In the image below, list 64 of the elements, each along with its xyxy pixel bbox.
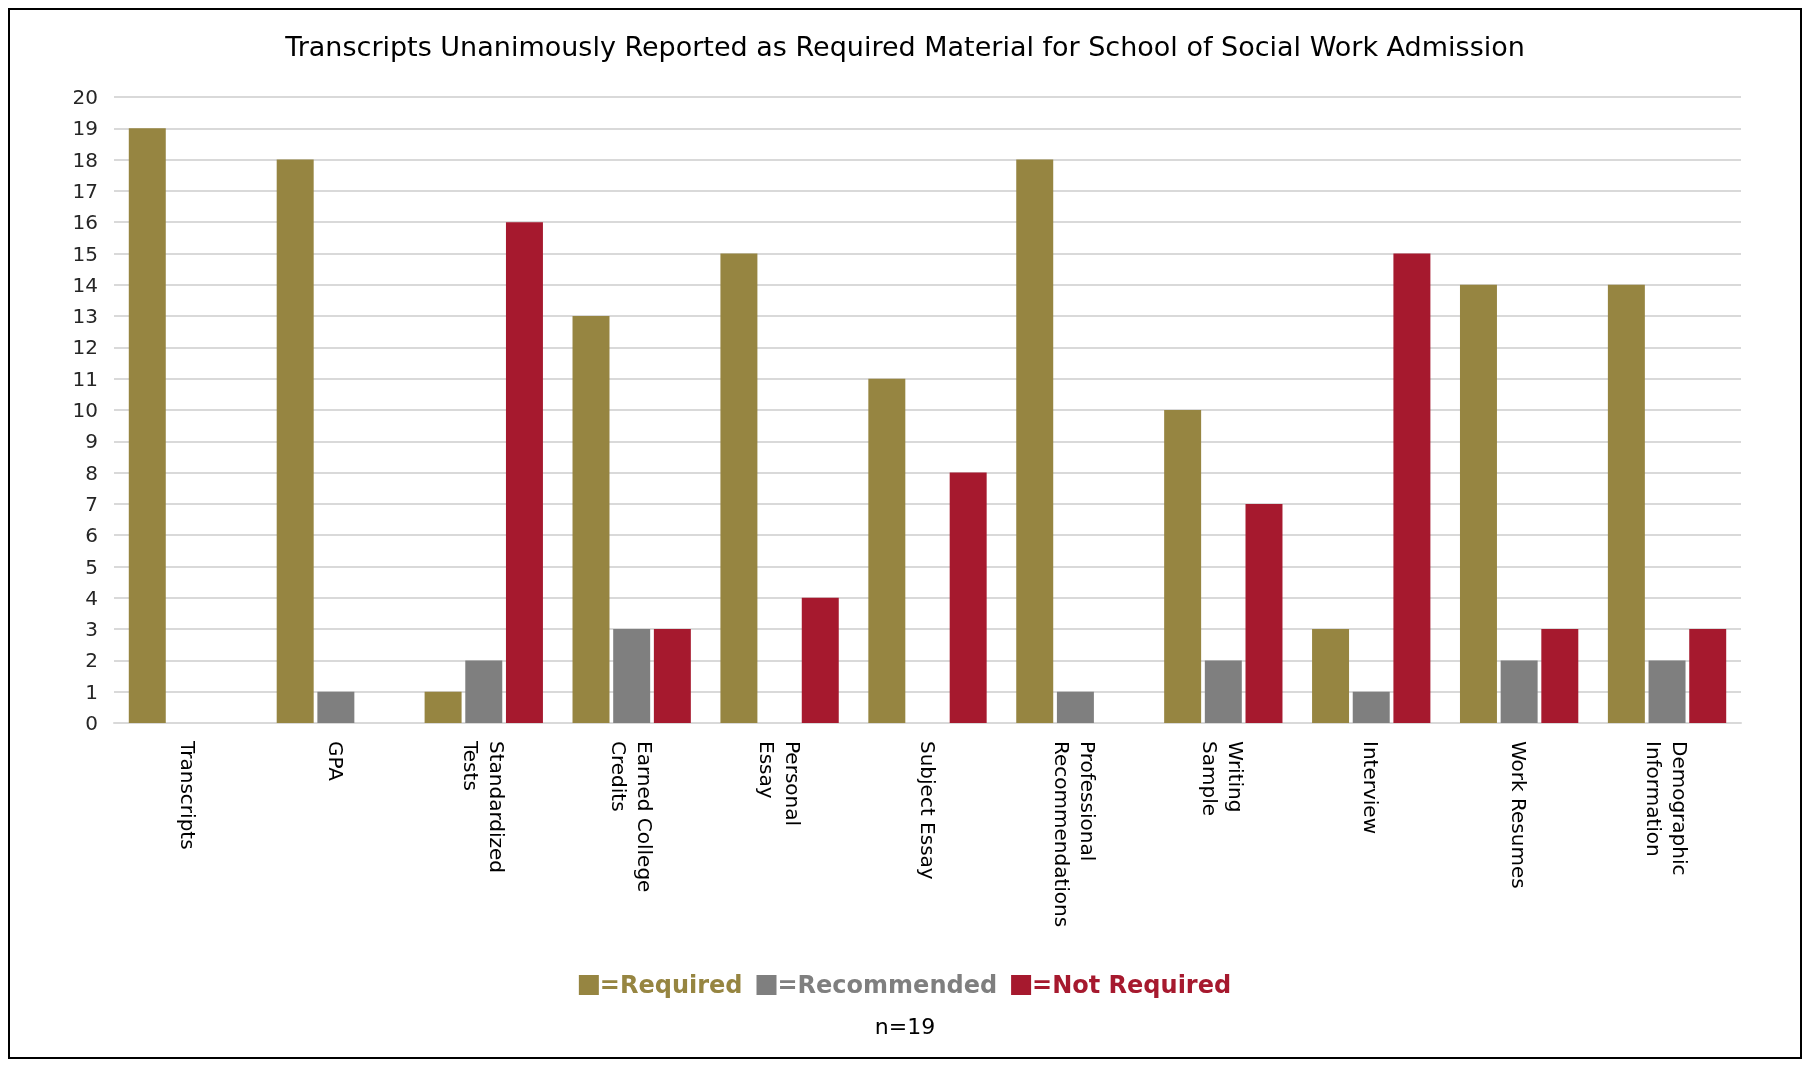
y-tick-label: 10 [72,398,98,422]
legend-label: =Required [599,971,743,999]
y-tick-label: 16 [72,210,98,235]
x-tick-label: Earned College Credits [606,741,657,893]
bar [949,472,987,723]
bar [1312,629,1350,723]
bar [1689,629,1727,723]
y-tick-label: 14 [72,272,98,297]
bar [1607,284,1645,723]
chart-title: Transcripts Unanimously Reported as Required Material for School of Social Work Admission [284,31,1525,62]
y-tick-label: 0 [85,711,98,735]
bar [1648,660,1686,723]
y-tick-label: 13 [72,304,98,329]
bar [1016,159,1054,723]
x-tick-label: Subject Essay [915,741,940,880]
y-tick-label: 5 [85,554,98,579]
bar [1204,660,1242,723]
x-tick-label: Writing Sample [1198,741,1249,816]
y-tick-label: 1 [85,679,98,704]
y-tick-label: 3 [85,617,98,642]
bar [1459,284,1497,723]
bar [868,378,906,723]
x-tick-label: Demographic Information [1642,741,1693,876]
y-tick-label: 20 [72,85,98,109]
y-tick-label: 9 [85,429,98,454]
y-tick-label: 2 [85,648,98,673]
bar [1245,503,1283,723]
bar [1164,410,1202,723]
x-tick-label: Professional Recommendations [1050,741,1101,928]
bar [1500,660,1538,723]
bar [572,316,610,723]
bar [801,597,839,723]
y-tick-label: 17 [72,178,98,203]
bar [653,629,691,723]
legend-label: =Recommended [777,971,998,999]
bar [720,253,758,723]
x-tick-label: Work Resumes [1507,741,1532,889]
y-tick-label: 11 [72,366,98,391]
bar [317,691,355,723]
y-tick-label: 7 [85,491,98,516]
y-tick-label: 18 [72,147,98,172]
bar [1393,253,1431,723]
bar [505,222,543,723]
y-tick-label: 15 [72,241,98,266]
legend-label: =Not Required [1032,971,1232,999]
bar [1056,691,1094,723]
x-tick-label: GPA [323,741,348,782]
bar [128,128,166,723]
bar [613,629,651,723]
x-tick-label: Transcripts [175,740,200,850]
text: n=19 [874,1013,936,1039]
y-tick-label: 6 [85,523,98,548]
bar [276,159,314,723]
y-tick-label: 4 [85,585,98,610]
x-tick-label: Personal Essay [754,741,805,827]
y-tick-label: 19 [72,116,98,141]
bar [1352,691,1390,723]
bar [424,691,462,723]
x-tick-label: Interview [1359,741,1384,834]
bar [465,660,503,723]
bar [1541,629,1579,723]
x-tick-label: Standardized Tests [458,740,509,874]
y-tick-label: 8 [85,460,98,485]
y-tick-label: 12 [72,335,98,360]
